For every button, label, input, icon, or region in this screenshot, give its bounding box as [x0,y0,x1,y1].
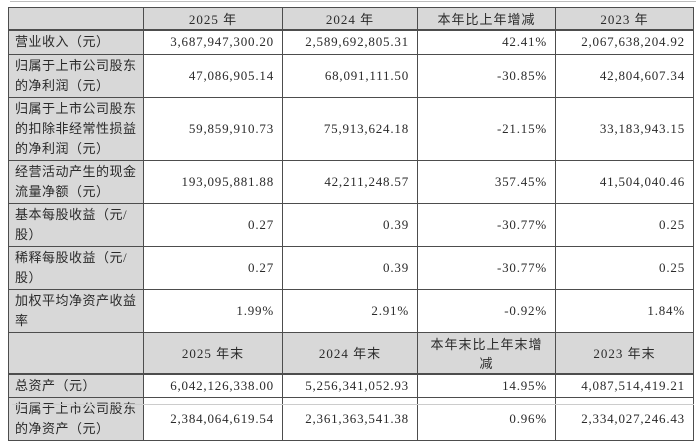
cell-2025: 47,086,905.14 [143,53,283,98]
cell-2023: 1.84% [555,288,694,333]
cell-2025: 59,859,910.73 [143,96,283,161]
financial-summary-table: 2025 年 2024 年 本年比上年增减 2023 年 营业收入（元） 3,6… [8,7,694,441]
header-blank [8,7,144,31]
cell-2025: 3,687,947,300.20 [143,29,283,55]
cell-2025: 1.99% [143,288,283,333]
cell-2023: 0.25 [555,202,694,247]
table-row-revenue: 营业收入（元） 3,687,947,300.20 2,589,692,805.3… [8,29,694,55]
table-row-deducted-net-profit: 归属于上市公司股东的扣除非经常性损益的净利润（元） 59,859,910.73 … [8,96,694,161]
cell-2024: 42,211,248.57 [282,159,418,204]
table-header-row-year-end: 2025 年末 2024 年末 本年末比上年末增减 2023 年末 [8,331,694,375]
cell-change: -30.85% [417,53,556,98]
table-row-net-profit: 归属于上市公司股东的净利润（元） 47,086,905.14 68,091,11… [8,53,694,98]
cell-2024: 2.91% [282,288,418,333]
cell-change: -30.77% [417,245,556,290]
cell-2025: 0.27 [143,202,283,247]
cell-2025: 193,095,881.88 [143,159,283,204]
row-label: 加权平均净资产收益率 [8,288,144,333]
cell-2024: 2,589,692,805.31 [282,29,418,55]
cell-2023: 41,504,040.46 [555,159,694,204]
row-label: 基本每股收益（元/股） [8,202,144,247]
cell-2024: 68,091,111.50 [282,53,418,98]
cell-change: -30.77% [417,202,556,247]
header-2025-end: 2025 年末 [143,331,283,375]
cell-2023: 2,067,638,204.92 [555,29,694,55]
table-row-diluted-eps: 稀释每股收益（元/股） 0.27 0.39 -30.77% 0.25 [8,245,694,290]
cell-2024: 75,913,624.18 [282,96,418,161]
cell-2023: 4,087,514,419.21 [555,373,694,398]
header-2024: 2024 年 [282,7,418,31]
cell-2024: 5,256,341,052.93 [282,373,418,398]
cell-2023: 0.25 [555,245,694,290]
row-label: 经营活动产生的现金流量净额（元） [8,159,144,204]
cell-change: 357.45% [417,159,556,204]
row-label: 归属于上市公司股东的扣除非经常性损益的净利润（元） [8,96,144,161]
cell-2024: 0.39 [282,245,418,290]
cell-2023: 33,183,943.15 [555,96,694,161]
cell-2024: 0.39 [282,202,418,247]
row-label: 营业收入（元） [8,29,144,55]
table-row-total-assets: 总资产（元） 6,042,126,338.00 5,256,341,052.93… [8,373,694,398]
row-label: 稀释每股收益（元/股） [8,245,144,290]
header-2023: 2023 年 [555,7,694,31]
cell-change: -0.92% [417,288,556,333]
table-row-operating-cash-flow: 经营活动产生的现金流量净额（元） 193,095,881.88 42,211,2… [8,159,694,204]
cell-change: 42.41% [417,29,556,55]
table-row-basic-eps: 基本每股收益（元/股） 0.27 0.39 -30.77% 0.25 [8,202,694,247]
header-yoy-end-change: 本年末比上年末增减 [417,331,556,375]
header-2025: 2025 年 [143,7,283,31]
cell-change: -21.15% [417,96,556,161]
table-row-weighted-roe: 加权平均净资产收益率 1.99% 2.91% -0.92% 1.84% [8,288,694,333]
table-header-row-year: 2025 年 2024 年 本年比上年增减 2023 年 [8,7,694,31]
row-label: 归属于上市公司股东的净利润（元） [8,53,144,98]
header-2023-end: 2023 年末 [555,331,694,375]
row-label: 总资产（元） [8,373,144,398]
header-blank [8,331,144,375]
header-yoy-change: 本年比上年增减 [417,7,556,31]
header-2024-end: 2024 年末 [282,331,418,375]
cell-2025: 6,042,126,338.00 [143,373,283,398]
cell-2025: 0.27 [143,245,283,290]
scan-artifact-bottom-shadow [12,404,694,405]
cell-change: 14.95% [417,373,556,398]
cell-2023: 42,804,607.34 [555,53,694,98]
scan-artifact-top-line [10,1,696,2]
